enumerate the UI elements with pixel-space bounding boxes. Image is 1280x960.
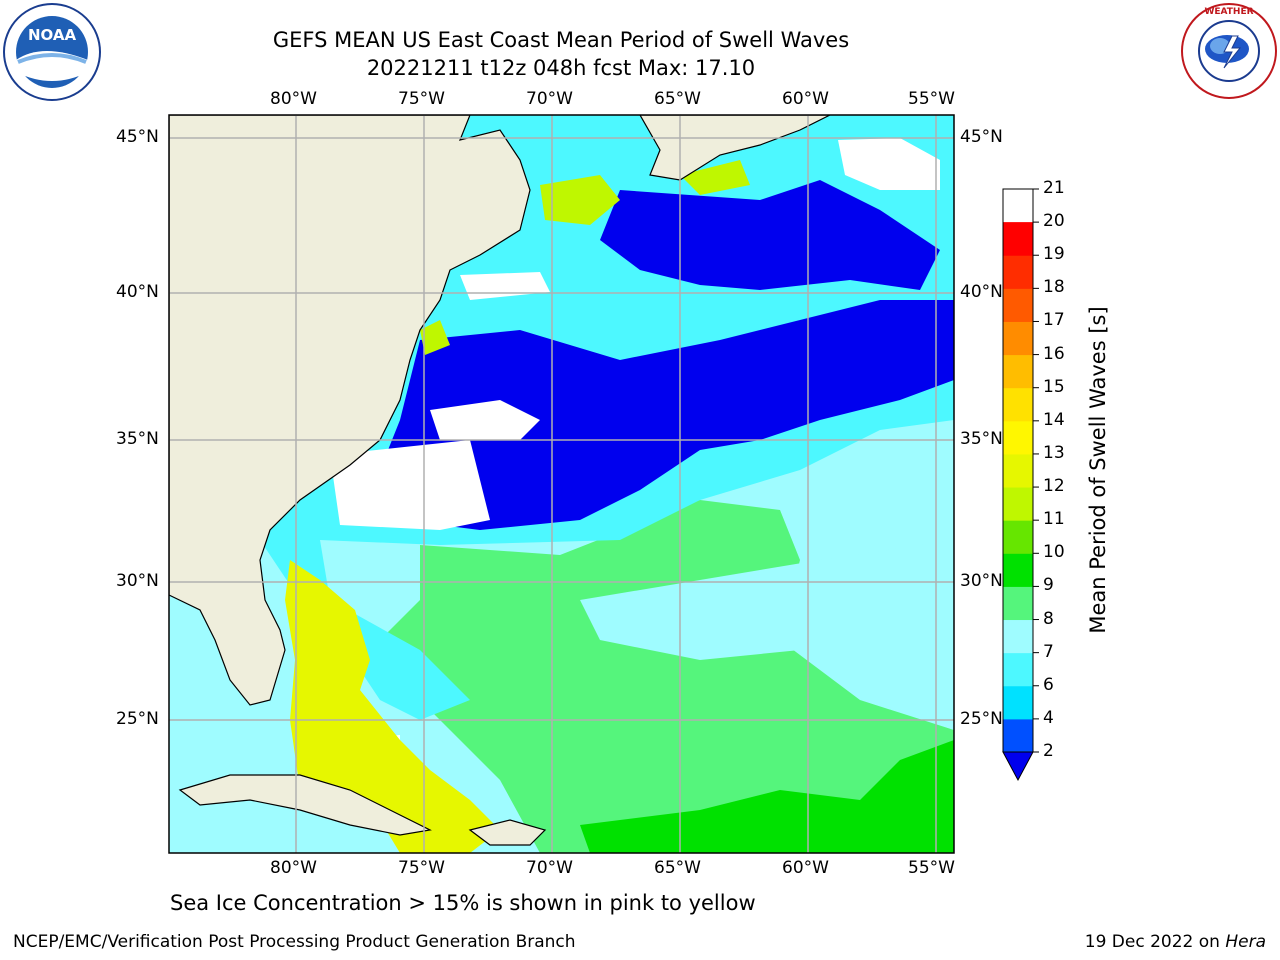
colorbar-tick-label: 20	[1043, 211, 1065, 232]
greenyellow-patch	[540, 175, 620, 225]
lon-label-bottom: 70°W	[526, 858, 573, 878]
footer-date: 19 Dec 2022 on Hera	[1085, 932, 1266, 952]
colorbar-segment	[1003, 487, 1033, 521]
svg-text:WEATHER: WEATHER	[1204, 7, 1253, 17]
colorbar-title: Mean Period of Swell Waves [s]	[1086, 306, 1110, 634]
lat-label-right: 25°N	[960, 709, 1003, 729]
noaa-logo-icon: NOAA	[3, 3, 101, 101]
lat-label-left: 25°N	[116, 709, 159, 729]
chart-subtitle: 20221211 t12z 048h fcst Max: 17.10	[366, 56, 756, 80]
colorbar-segment	[1003, 321, 1033, 356]
colorbar-tick-label: 7	[1043, 641, 1054, 662]
lon-label-top: 55°W	[908, 89, 955, 109]
no-data-patch	[330, 440, 490, 530]
colorbar-tick-label: 4	[1043, 707, 1054, 728]
lat-label-right: 45°N	[960, 127, 1003, 147]
colorbar-segment	[1003, 685, 1033, 720]
greenyellow-patch	[420, 320, 450, 355]
colorbar-border	[1002, 188, 1034, 753]
colorbar-tick-label: 16	[1043, 343, 1065, 364]
lon-label-top: 60°W	[782, 89, 829, 109]
chart-title: GEFS MEAN US East Coast Mean Period of S…	[272, 28, 850, 52]
land-cuba	[178, 774, 432, 836]
land-nova-scotia	[639, 115, 831, 181]
lon-label-top: 65°W	[654, 89, 701, 109]
colorbar-segment	[1003, 453, 1033, 488]
colorbar-tick-label: 19	[1043, 244, 1065, 265]
colorbar-tick-label: 13	[1043, 442, 1065, 463]
colorbar-tick-label: 2	[1043, 741, 1054, 761]
deep-blue-main	[380, 300, 954, 530]
lon-label-top: 80°W	[270, 89, 317, 109]
colorbar-tick-label: 17	[1043, 310, 1065, 331]
colorbar-segment	[1003, 288, 1033, 322]
lon-label-top: 70°W	[526, 89, 573, 109]
colorbar-segment	[1003, 354, 1033, 389]
lon-label-top: 75°W	[398, 89, 445, 109]
colorbar-tick-label: 10	[1043, 542, 1065, 563]
lon-label-bottom: 55°W	[908, 858, 955, 878]
colorbar-tick-label: 8	[1043, 608, 1054, 629]
lon-label-bottom: 65°W	[654, 858, 701, 878]
colorbar-tick-label: 14	[1043, 409, 1065, 430]
colorbar-tick-label: 15	[1043, 376, 1065, 397]
colorbar-segment	[1003, 586, 1033, 621]
map-border	[168, 114, 955, 854]
no-data-patch	[838, 138, 940, 190]
colorbar-tick-label: 12	[1043, 476, 1065, 497]
lat-label-left: 30°N	[116, 571, 159, 591]
noaa-logo-text: NOAA	[28, 26, 77, 44]
lon-label-bottom: 75°W	[398, 858, 445, 878]
colorbar-tick-label: 6	[1043, 674, 1054, 695]
colorbar-segment	[1003, 420, 1033, 455]
colorbar-segment	[1003, 387, 1033, 422]
colorbar	[1002, 188, 1039, 782]
deep-blue-north	[600, 180, 940, 290]
colorbar-segment	[1003, 619, 1033, 654]
lat-label-right: 40°N	[960, 282, 1003, 302]
colorbar-tick-label: 18	[1043, 277, 1065, 298]
colorbar-segment	[1003, 718, 1033, 753]
nws-logo-icon: WEATHER	[1181, 3, 1277, 99]
greenyellow-patch	[680, 160, 750, 195]
sea-ice-note: Sea Ice Concentration > 15% is shown in …	[170, 891, 756, 915]
graticule	[169, 115, 954, 853]
lat-label-left: 45°N	[116, 127, 159, 147]
footer-date-text: 19 Dec 2022 on	[1084, 932, 1226, 952]
colorbar-tick-label: 21	[1043, 178, 1065, 198]
colorbar-segment	[1003, 222, 1033, 256]
lon-label-bottom: 80°W	[270, 858, 317, 878]
colorbar-tick-label: 9	[1043, 575, 1054, 596]
colorbar-tick-label: 11	[1043, 509, 1065, 530]
land-hispaniola	[468, 819, 547, 846]
colorbar-segment	[1003, 520, 1033, 554]
lat-label-left: 40°N	[116, 282, 159, 302]
lat-label-right: 30°N	[960, 571, 1003, 591]
lat-label-right: 35°N	[960, 429, 1003, 449]
colorbar-segment	[1003, 652, 1033, 687]
yellow-swell-zone	[285, 560, 500, 853]
colorbar-segment	[1003, 255, 1033, 289]
green-belt	[380, 500, 954, 853]
colorbar-under-arrow	[1002, 751, 1034, 782]
colorbar-segment	[1003, 553, 1033, 587]
lat-label-left: 35°N	[116, 429, 159, 449]
lon-label-bottom: 60°W	[782, 858, 829, 878]
footer-host: Hera	[1225, 932, 1266, 952]
no-data-patch	[430, 400, 540, 440]
pale-cyan-zone	[580, 540, 954, 730]
bright-green-zone	[580, 740, 954, 853]
land-north-america	[169, 115, 531, 706]
footer-credit: NCEP/EMC/Verification Post Processing Pr…	[13, 932, 576, 952]
